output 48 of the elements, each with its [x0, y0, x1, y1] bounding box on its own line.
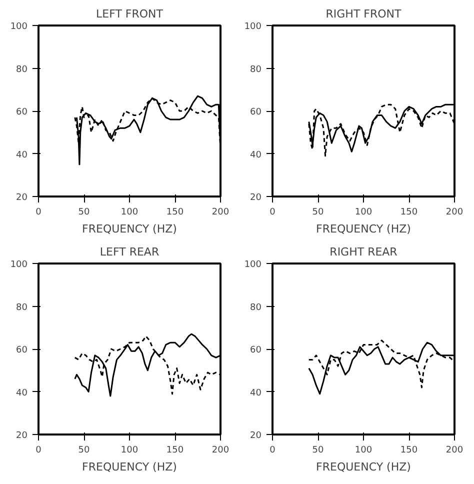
x-axis-title: FREQUENCY (HZ): [82, 460, 177, 474]
y-tick-label: 80: [16, 64, 28, 75]
x-axis-title: FREQUENCY (HZ): [316, 222, 411, 236]
x-tick-label: 200: [446, 208, 464, 218]
x-tick-label: 150: [166, 446, 184, 456]
x-tick-label: 200: [212, 208, 230, 218]
y-tick-label: 40: [16, 388, 28, 398]
x-tick-label: 150: [400, 208, 418, 218]
y-tick-label: 20: [250, 193, 262, 203]
x-axis-title: FREQUENCY (HZ): [316, 460, 411, 474]
y-tick-label: 100: [10, 22, 28, 32]
x-tick-label: 150: [166, 208, 184, 218]
chart-title: LEFT REAR: [100, 246, 160, 258]
x-tick-label: 0: [36, 208, 42, 218]
y-tick-label: 60: [250, 346, 262, 356]
x-tick-label: 50: [312, 446, 324, 456]
y-tick-label: 60: [16, 108, 28, 118]
y-tick-label: 100: [244, 260, 262, 270]
x-tick-label: 100: [354, 208, 372, 218]
x-tick-label: 150: [400, 446, 418, 456]
y-tick-label: 60: [16, 346, 28, 356]
x-tick-label: 50: [78, 208, 90, 218]
y-tick-label: 40: [16, 150, 28, 160]
y-tick-label: 100: [244, 22, 262, 32]
y-tick-label: 80: [250, 64, 262, 75]
x-tick-label: 200: [446, 446, 464, 456]
y-tick-label: 20: [250, 431, 262, 441]
y-tick-label: 60: [250, 108, 262, 118]
y-tick-label: 80: [16, 302, 28, 313]
y-tick-label: 20: [16, 193, 28, 203]
y-tick-label: 80: [250, 302, 262, 313]
x-tick-label: 200: [212, 446, 230, 456]
x-tick-label: 0: [270, 208, 276, 218]
y-tick-label: 40: [250, 150, 262, 160]
x-tick-label: 100: [120, 208, 138, 218]
chart-title: RIGHT FRONT: [326, 8, 402, 20]
x-tick-label: 100: [354, 446, 372, 456]
x-axis-title: FREQUENCY (HZ): [82, 222, 177, 236]
y-tick-label: 20: [16, 431, 28, 441]
y-tick-label: 40: [250, 388, 262, 398]
x-tick-label: 0: [36, 446, 42, 456]
x-tick-label: 100: [120, 446, 138, 456]
y-tick-label: 100: [10, 260, 28, 270]
x-tick-label: 50: [78, 446, 90, 456]
x-tick-label: 0: [270, 446, 276, 456]
chart-title: RIGHT REAR: [330, 246, 398, 258]
x-tick-label: 50: [312, 208, 324, 218]
chart-title: LEFT FRONT: [96, 8, 164, 20]
